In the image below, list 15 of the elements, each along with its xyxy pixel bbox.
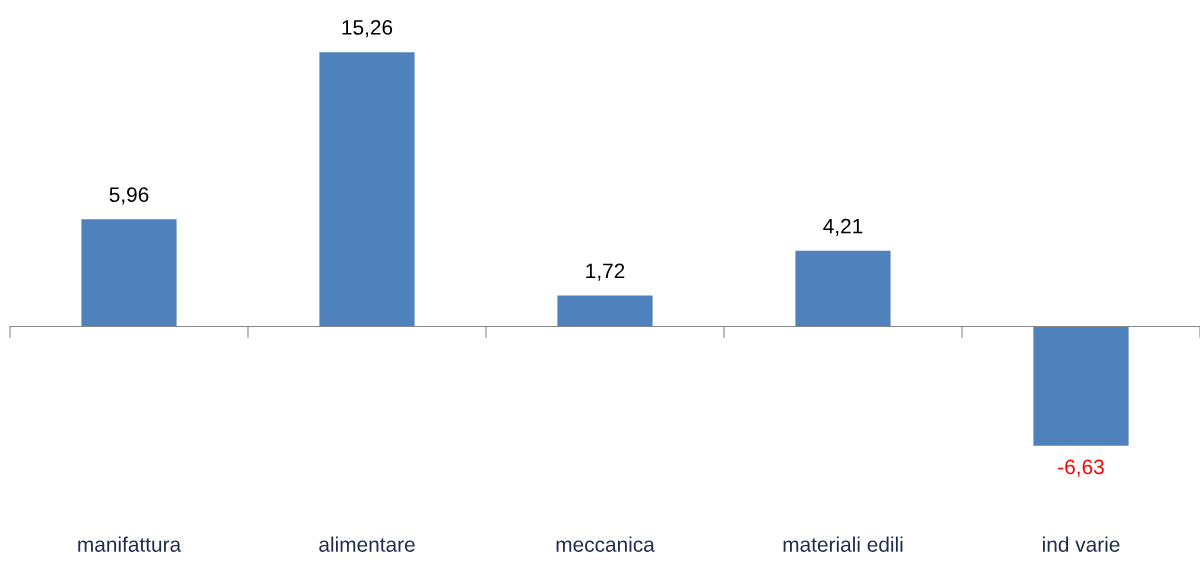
data-label: -6,63: [1058, 459, 1104, 477]
data-label: 4,21: [823, 218, 863, 236]
data-label: 5,96: [109, 187, 149, 205]
x-tick-label: materiali edili: [783, 536, 903, 552]
bar: [557, 295, 653, 327]
bar: [795, 250, 891, 327]
data-label: 1,72: [586, 263, 625, 281]
bar: [81, 219, 177, 327]
x-tick-label: alimentare: [319, 536, 415, 552]
bar: [319, 52, 415, 327]
data-label: 15,26: [342, 20, 393, 38]
x-tick-label: meccanica: [556, 536, 655, 552]
x-tick-label: manifattura: [78, 536, 182, 552]
x-tick-label: ind varie: [1043, 536, 1120, 552]
bar: [1033, 326, 1129, 446]
